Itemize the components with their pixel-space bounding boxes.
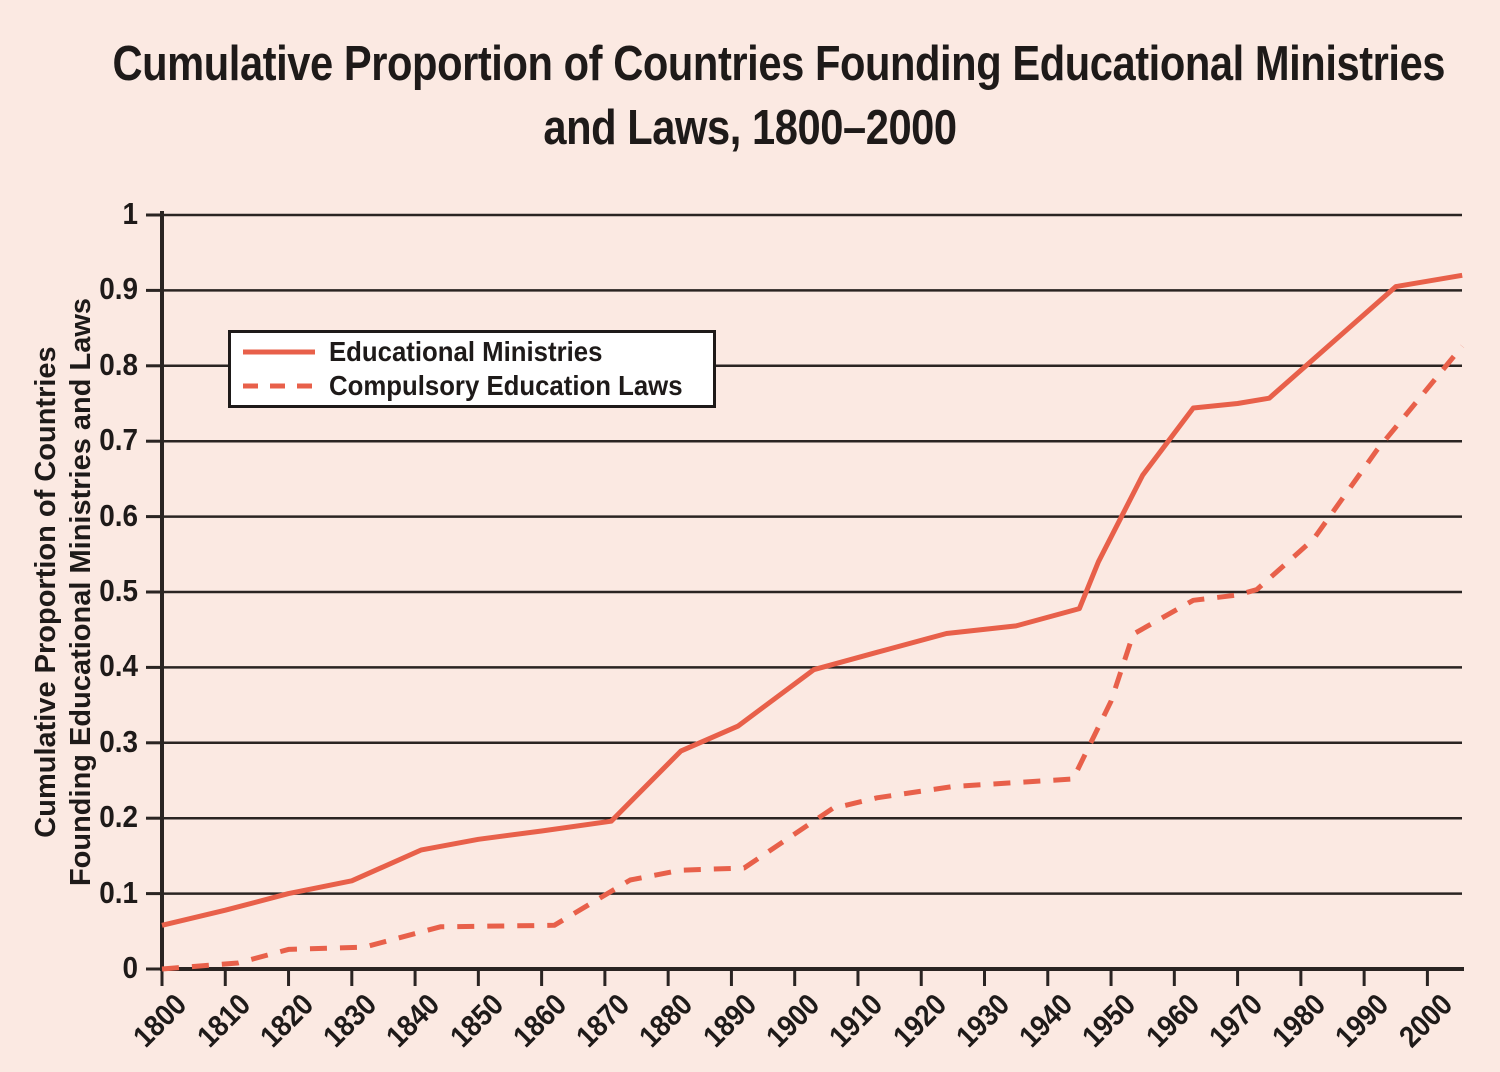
chart-title-line2: and Laws, 1800–2000	[543, 101, 957, 155]
y-tick-label: 0.3	[99, 723, 138, 759]
y-tick-label: 0.9	[99, 271, 138, 307]
y-tick-label: 0.4	[99, 648, 138, 684]
y-tick-label: 0	[122, 950, 138, 985]
y-tick-label: 0.1	[99, 874, 138, 910]
legend-label: Compulsory Education Laws	[329, 370, 683, 402]
chart-title-line1: Cumulative Proportion of Countries Found…	[112, 37, 1446, 91]
series-dashed-line	[161, 344, 1465, 972]
y-tick-label: 0.5	[99, 573, 138, 608]
legend-dashed-line-sample	[243, 383, 315, 389]
legend-solid-line-sample	[243, 349, 315, 355]
legend-label: Educational Ministries	[329, 335, 603, 367]
legend: Educational Ministries Compulsory Educati…	[228, 330, 716, 408]
legend-row: Educational Ministries	[231, 336, 713, 368]
y-tick-label: 0.7	[99, 422, 138, 458]
y-tick-label: 0.8	[99, 346, 138, 382]
y-tick-label: 0.2	[99, 799, 138, 835]
legend-row: Compulsory Education Laws	[231, 370, 713, 402]
series-solid-line	[161, 272, 1463, 928]
y-tick-label: 1	[122, 196, 138, 231]
y-tick-label: 0.6	[99, 497, 138, 533]
